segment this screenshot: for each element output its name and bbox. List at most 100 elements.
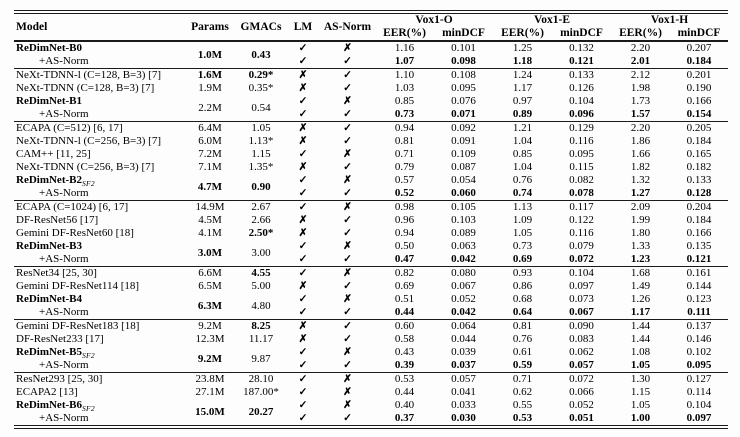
check-icon: ✓ [298, 294, 308, 305]
metric-cell: 0.129 [552, 121, 611, 135]
lm-flag: ✓ [286, 148, 320, 161]
metric-cell: 0.105 [434, 200, 493, 214]
params-cell: 6.5M [198, 280, 222, 292]
metric-cell: 0.128 [686, 187, 712, 199]
asnorm-flag: ✓ [320, 306, 375, 320]
gmacs-cell: 0.90 [251, 180, 271, 193]
metric-cell: 0.89 [512, 108, 533, 120]
metric-cell: 0.190 [686, 82, 712, 94]
col-group-vox1-h: Vox1-H [650, 14, 689, 26]
metric-cell: 0.207 [686, 42, 712, 54]
lm-flag: ✓ [286, 293, 320, 306]
metric-cell: 0.041 [451, 386, 476, 398]
lm-flag: ✗ [286, 135, 320, 148]
metric-cell: 0.184 [686, 55, 712, 67]
check-icon: ✓ [298, 360, 308, 371]
cross-icon: ✗ [298, 321, 308, 332]
asnorm-flag: ✓ [320, 121, 375, 135]
metric-cell: 0.104 [686, 399, 712, 411]
params-cell: 2.2M [198, 101, 222, 114]
check-icon: ✓ [343, 228, 352, 239]
lm-flag: ✓ [286, 200, 320, 214]
asnorm-flag: ✓ [320, 319, 375, 333]
asnorm-flag: ✓ [320, 187, 375, 201]
metric-cell: 1.05 [630, 359, 651, 371]
metric-cell: 0.030 [451, 412, 476, 424]
check-icon: ✓ [298, 268, 308, 279]
metric-cell: 0.123 [686, 293, 712, 305]
table-row: ResNet293 [25, 30] 23.8M 28.10 ✓ ✗ 0.53 0.057 0… [14, 372, 728, 386]
metric-cell: 1.99 [630, 214, 651, 226]
gmacs-cell: 3.00 [251, 246, 271, 259]
cross-icon: ✗ [343, 175, 352, 186]
lm-flag: ✓ [286, 187, 320, 201]
gmacs-cell: 20.27 [248, 405, 274, 418]
metric-cell: 1.18 [512, 55, 533, 67]
col-header-lm: LM [293, 20, 313, 33]
asnorm-flag: ✓ [320, 333, 375, 346]
check-icon: ✓ [298, 56, 308, 67]
model-cell: ReDimNet-B0 [16, 42, 82, 54]
metric-cell: 0.182 [686, 161, 712, 173]
metric-cell: 0.98 [375, 200, 434, 214]
metric-cell: 0.44 [394, 386, 415, 398]
metric-cell: 0.58 [394, 333, 415, 345]
lm-flag: ✓ [286, 108, 320, 122]
metric-cell: 0.115 [569, 161, 594, 173]
asnorm-flag: ✓ [320, 161, 375, 174]
cross-icon: ✗ [298, 162, 308, 173]
cross-icon: ✗ [343, 347, 352, 358]
lm-flag: ✓ [286, 174, 320, 187]
model-cell: ReDimNet-B2SF2 [16, 174, 95, 189]
asnorm-flag: ✗ [320, 386, 375, 399]
model-cell: DF-ResNet233 [17] [16, 333, 104, 345]
check-icon: ✓ [298, 307, 308, 318]
metric-cell: 1.27 [630, 187, 651, 199]
metric-cell: 1.33 [630, 240, 651, 252]
table-row: Gemini DF-ResNet114 [18] 6.5M 5.00 ✗ ✓ 0.69 0.… [14, 280, 728, 293]
model-cell: ECAPA2 [13] [16, 386, 78, 398]
table-row: +AS-Norm ✓ ✓ 1.07 0.098 1.18 0.121 2.01 0.184 [14, 55, 728, 69]
metric-cell: 1.08 [630, 346, 651, 358]
metric-cell: 0.39 [394, 359, 415, 371]
metric-cell: 0.097 [686, 412, 712, 424]
metric-cell: 0.039 [451, 346, 476, 358]
metric-cell: 0.091 [451, 135, 476, 147]
table-row: ECAPA2 [13] 27.1M 187.00* ✓ ✗ 0.44 0.041 0.62 0.… [14, 386, 728, 399]
metric-cell: 0.096 [569, 108, 594, 120]
metric-cell: 0.126 [569, 82, 594, 94]
params-cell: 14.9M [184, 200, 236, 214]
metric-cell: 0.133 [552, 68, 611, 82]
metric-cell: 1.17 [630, 306, 651, 318]
metric-cell: 1.73 [630, 95, 651, 107]
metric-cell: 0.073 [569, 293, 594, 305]
check-icon: ✓ [343, 307, 352, 318]
metric-cell: 0.062 [569, 346, 594, 358]
metric-cell: 0.079 [569, 240, 594, 252]
cross-icon: ✗ [298, 83, 308, 94]
check-icon: ✓ [298, 241, 308, 252]
metric-cell: 1.68 [611, 266, 670, 280]
metric-cell: 0.201 [670, 68, 728, 82]
check-icon: ✓ [343, 162, 352, 173]
check-icon: ✓ [343, 188, 352, 199]
cross-icon: ✗ [343, 43, 352, 54]
metric-cell: 1.25 [512, 42, 533, 54]
metric-cell: 0.066 [569, 386, 594, 398]
params-cell: 4.7M [197, 180, 223, 193]
metric-cell: 0.47 [394, 253, 415, 265]
asnorm-flag: ✗ [320, 148, 375, 161]
metric-cell: 0.111 [687, 306, 711, 318]
gmacs-cell: 1.05 [236, 121, 286, 135]
asnorm-flag: ✗ [320, 346, 375, 359]
col-header-eer-vox1-h: EER(%) [619, 27, 662, 39]
gmacs-cell: 2.66 [251, 214, 271, 226]
metric-cell: 1.05 [512, 227, 533, 239]
metric-cell: 0.73 [394, 108, 415, 120]
metric-cell: 0.81 [394, 135, 415, 147]
metric-cell: 1.26 [630, 293, 651, 305]
metric-cell: 0.108 [434, 68, 493, 82]
table-row: ReDimNet-B3 3.0M 3.00 ✓ ✗ 0.50 0.063 0.73 0.079 1… [14, 240, 728, 259]
metric-cell: 0.61 [512, 346, 533, 358]
params-cell: 6.0M [198, 135, 222, 147]
